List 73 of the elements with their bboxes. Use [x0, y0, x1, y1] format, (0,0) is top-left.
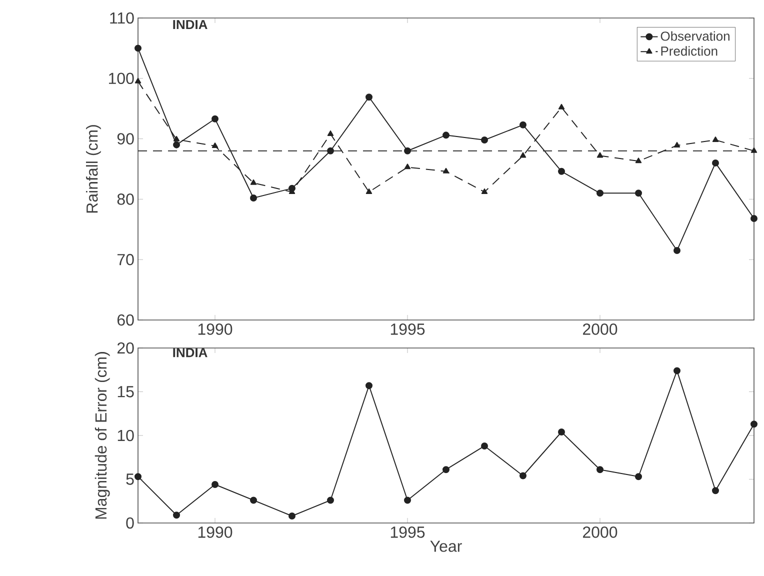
y-axis-title: Rainfall (cm) [86, 125, 101, 213]
point [750, 147, 758, 153]
y-tick-label: 5 [126, 474, 134, 485]
point [712, 487, 719, 494]
point [712, 136, 719, 142]
point [212, 142, 218, 148]
point [558, 168, 565, 175]
point [750, 420, 758, 428]
point [596, 466, 604, 474]
point [520, 472, 526, 480]
y-axis-title: Magnitude of Error (cm) [94, 352, 110, 519]
point [404, 147, 411, 154]
chart-title: INDIA [173, 348, 208, 358]
x-tick-label: 1995 [390, 324, 425, 335]
y-tick-label: 0 [126, 517, 134, 529]
y-tick-label: 10 [118, 430, 134, 442]
point [481, 188, 488, 194]
point [712, 159, 719, 166]
point [366, 94, 372, 101]
point [327, 496, 334, 504]
point [674, 142, 680, 148]
point [173, 136, 180, 142]
point [173, 141, 180, 148]
point [327, 147, 334, 154]
point [366, 188, 372, 194]
point [250, 194, 258, 202]
point [134, 44, 142, 52]
x-tick-label: 1990 [198, 324, 232, 335]
point [481, 136, 488, 144]
point [634, 473, 642, 480]
point [134, 78, 142, 84]
point [327, 130, 334, 136]
y-tick-label: 60 [117, 314, 134, 326]
y-tick-label: 100 [109, 72, 134, 84]
x-tick-label: 2000 [583, 526, 618, 538]
point [635, 158, 642, 164]
point [596, 152, 604, 158]
point [442, 132, 450, 139]
x-axis-title: Year [430, 540, 462, 552]
x-tick-label: 1990 [198, 526, 232, 538]
y-tick-label: 80 [117, 194, 134, 205]
chart-title: INDIA [173, 20, 208, 30]
point [596, 190, 604, 197]
point [634, 190, 642, 197]
point [442, 168, 450, 174]
legend-label: Observation [660, 31, 730, 41]
point [288, 512, 296, 520]
y-tick-label: 20 [117, 342, 134, 354]
x-tick-label: 2000 [583, 324, 618, 335]
x-tick-label: 1995 [390, 526, 425, 538]
y-tick-label: 90 [117, 133, 134, 144]
point [520, 152, 526, 158]
point [366, 382, 372, 390]
point [442, 466, 450, 474]
point [481, 442, 488, 450]
point [250, 496, 258, 504]
point [134, 473, 142, 480]
legend-label: Prediction [661, 46, 718, 56]
y-tick-label: 110 [110, 12, 134, 24]
point [558, 428, 565, 436]
y-tick-label: 15 [118, 386, 134, 398]
point [673, 367, 680, 374]
point [558, 104, 565, 110]
point [250, 179, 257, 185]
point [173, 512, 180, 519]
point [212, 115, 219, 122]
y-tick-label: 70 [117, 254, 134, 266]
point [404, 164, 411, 170]
point [673, 247, 680, 254]
point [404, 496, 411, 504]
point [212, 480, 219, 488]
point [750, 215, 758, 222]
point [520, 121, 526, 128]
